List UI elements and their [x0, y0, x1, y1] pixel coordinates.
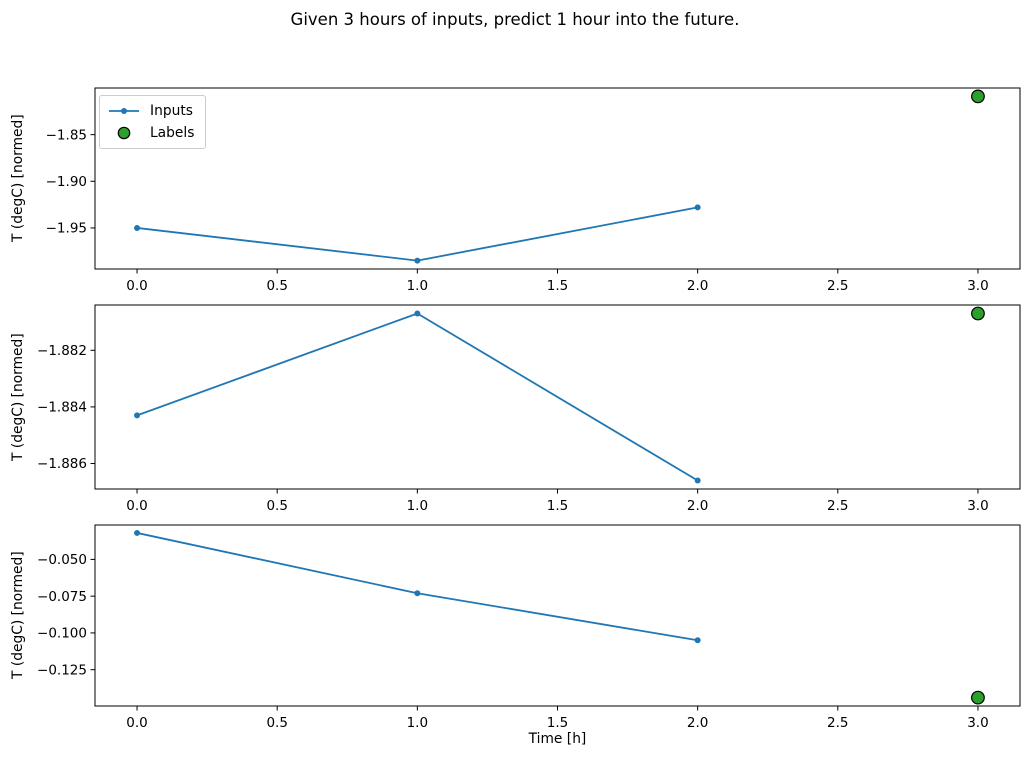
x-tick-label: 1.0: [407, 278, 428, 294]
plot-border: [94, 87, 1021, 270]
subplot-1: 0.0 0.5 1.0 1.5 2.0 2.5 3.0 −1.85 −1.90 −1.95: [46, 87, 1021, 294]
x-tick-label: 0.0: [126, 278, 147, 294]
inputs-line: [136, 206, 698, 262]
y-axis-label-subplot-2: T (degC) [normed]: [10, 333, 26, 461]
x-tick-label: 2.5: [827, 498, 848, 514]
inputs-point: [414, 257, 421, 264]
inputs-point: [134, 412, 141, 419]
x-tick-label: 1.5: [547, 278, 568, 294]
x-tick-label: 2.5: [827, 715, 848, 731]
labels-point: [971, 690, 985, 705]
y-tick-label: −1.882: [37, 343, 87, 359]
x-tick-label: 3.0: [967, 278, 988, 294]
x-tick-label: 1.0: [407, 498, 428, 514]
x-tick-label: 3.0: [967, 715, 988, 731]
legend: Inputs Labels: [99, 95, 207, 149]
y-tick-label: −0.075: [37, 589, 87, 605]
y-tick-label: −1.85: [46, 127, 87, 143]
x-tick-label: 1.5: [547, 498, 568, 514]
y-tick-label: −0.125: [37, 662, 87, 678]
x-tick-label: 0.5: [266, 715, 287, 731]
subplot-3: 0.0 0.5 1.0 1.5 2.0 2.5 3.0 −0.050 −0.075 −0.100 −…: [37, 524, 1021, 731]
labels-circle-marker-icon: [117, 126, 131, 139]
y-tick-label: −1.90: [46, 174, 87, 190]
labels-point: [971, 306, 985, 321]
inputs-point: [414, 310, 421, 317]
y-tick-label: −0.050: [37, 552, 87, 568]
y-tick-label: −1.886: [37, 456, 87, 472]
plot-border: [94, 524, 1021, 707]
x-tick-label: 0.5: [266, 498, 287, 514]
y-tick-label: −1.95: [46, 221, 87, 237]
inputs-line: [136, 312, 699, 482]
x-tick-label: 0.0: [126, 498, 147, 514]
inputs-point: [694, 637, 701, 644]
y-tick-label: −0.100: [37, 626, 87, 642]
x-axis-label: Time [h]: [528, 731, 587, 747]
y-axis-label-subplot-1: T (degC) [normed]: [10, 114, 26, 243]
inputs-point: [694, 204, 701, 211]
inputs-line-marker-icon: [109, 107, 139, 114]
inputs-point: [414, 590, 421, 597]
legend-label-inputs: Inputs: [150, 102, 193, 119]
x-tick-label: 2.0: [687, 498, 708, 514]
plot-border: [94, 304, 1021, 490]
x-tick-label: 1.0: [407, 715, 428, 731]
x-tick-label: 0.5: [266, 278, 287, 294]
inputs-point: [694, 477, 701, 484]
inputs-point: [134, 224, 141, 231]
x-tick-label: 2.0: [687, 278, 708, 294]
legend-label-labels: Labels: [150, 124, 195, 141]
x-tick-label: 2.0: [687, 715, 708, 731]
legend-item-labels: Labels: [108, 123, 194, 142]
inputs-line: [136, 532, 698, 642]
legend-item-inputs: Inputs: [108, 101, 194, 120]
figure-title: Given 3 hours of inputs, predict 1 hour …: [290, 10, 740, 29]
subplot-2: 0.0 0.5 1.0 1.5 2.0 2.5 3.0 −1.882 −1.884 −1.886: [37, 304, 1021, 514]
labels-point: [971, 89, 985, 104]
y-tick-label: −1.884: [37, 400, 87, 416]
x-tick-label: 1.5: [547, 715, 568, 731]
x-tick-label: 3.0: [967, 498, 988, 514]
inputs-point: [134, 529, 141, 536]
x-tick-label: 2.5: [827, 278, 848, 294]
y-axis-label-subplot-3: T (degC) [normed]: [10, 551, 26, 680]
x-tick-label: 0.0: [126, 715, 147, 731]
